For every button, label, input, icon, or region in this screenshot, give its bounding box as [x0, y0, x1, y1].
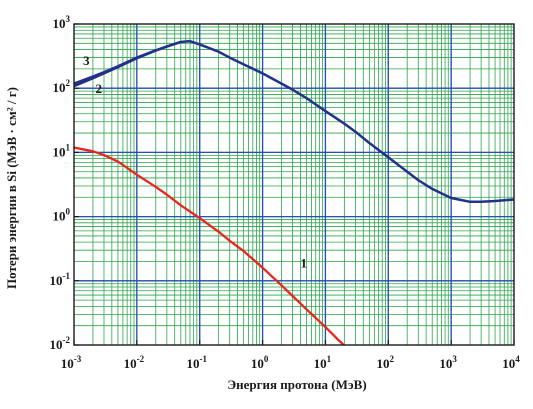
x-tick-label: 102 — [377, 354, 395, 371]
series-line-3 — [74, 40, 183, 85]
y-tick-label: 10-2 — [50, 335, 71, 352]
x-tick-label: 10-1 — [186, 354, 207, 371]
curve-labels: 1 23 — [83, 53, 307, 271]
y-tick-label: 100 — [53, 207, 71, 224]
series-line-1 — [74, 146, 346, 345]
curve-label-1: 1 — [301, 256, 308, 271]
curve-label-3: 3 — [83, 53, 90, 68]
plot-border — [73, 23, 515, 346]
x-axis-label: Энергия протона (МэВ) — [227, 377, 366, 392]
curve-label-2: 2 — [96, 81, 103, 96]
series-layer — [74, 39, 514, 345]
grid — [74, 24, 514, 345]
x-tick-label: 104 — [502, 354, 520, 371]
ticks: 10-3 10-2 10-1 100 101 102 103 104 10-2 10-1 100 10… — [50, 14, 521, 371]
plot-area — [74, 24, 514, 345]
plot-background — [74, 24, 514, 345]
x-tick-label: 103 — [439, 354, 457, 371]
x-tick-label: 10-3 — [61, 354, 82, 371]
y-tick-label: 10-1 — [50, 271, 71, 288]
x-tick-label: 10-2 — [124, 354, 145, 371]
y-tick-label: 103 — [53, 14, 71, 31]
y-tick-label: 101 — [53, 142, 71, 159]
x-tick-label: 100 — [251, 354, 269, 371]
x-tick-label: 101 — [314, 354, 332, 371]
plot-frame — [73, 23, 515, 346]
y-axis-label: Потери энергии в Si (МэВ · см² / г) — [4, 87, 19, 289]
y-tick-label: 102 — [53, 78, 71, 95]
